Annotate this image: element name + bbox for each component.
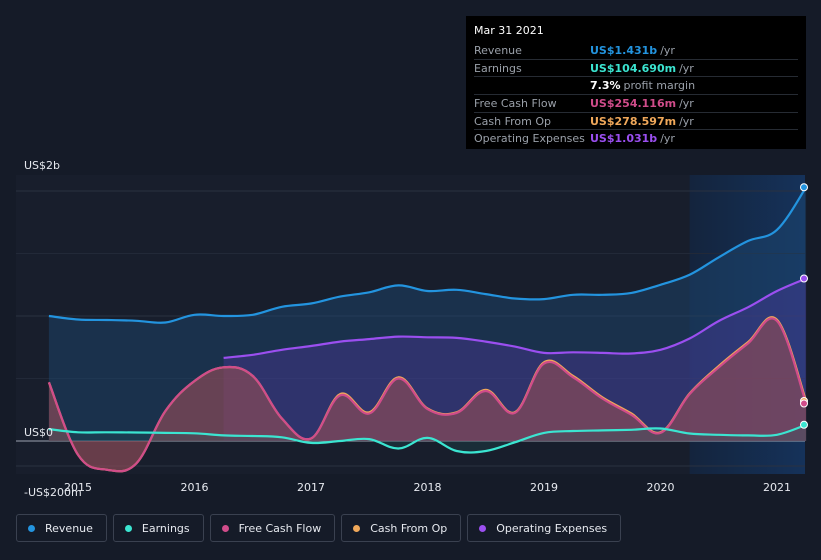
legend-item-cash-from-op[interactable]: Cash From Op: [341, 514, 462, 542]
legend-dot-icon: [124, 524, 132, 532]
operating-expenses-line: [223, 277, 807, 359]
free-cash-flow-area: [48, 318, 807, 472]
operating-expenses-area: [223, 278, 807, 441]
x-tick-label: 2019: [530, 481, 558, 494]
tooltip-value: US$254.116m: [590, 96, 677, 110]
revenue-area: [48, 187, 807, 441]
x-tick-label: 2017: [297, 481, 325, 494]
revenue-line: [48, 186, 808, 324]
tooltip: Mar 31 2021 Revenue US$1.431b/yr Earnings U…: [466, 16, 806, 149]
tooltip-unit: profit margin: [623, 79, 696, 93]
tooltip-label: Free Cash Flow: [474, 96, 557, 110]
tooltip-unit: /yr: [660, 132, 675, 146]
tooltip-label: Operating Expenses: [474, 132, 585, 146]
tooltip-label: Revenue: [474, 43, 522, 57]
legend-label: Cash From Op: [370, 521, 448, 535]
cash-from-op-area: [48, 317, 807, 472]
operating-expenses-point: [800, 274, 808, 283]
legend-dot-icon: [221, 524, 229, 532]
tooltip-unit: /yr: [679, 61, 694, 75]
legend-label: Revenue: [45, 521, 93, 535]
legend-item-revenue[interactable]: Revenue: [16, 514, 107, 542]
tooltip-unit: /yr: [679, 96, 694, 110]
legend-label: Free Cash Flow: [238, 521, 322, 535]
legend-item-operating-expenses[interactable]: Operating Expenses: [467, 514, 622, 542]
legend-label: Operating Expenses: [496, 521, 608, 535]
legend-item-free-cash-flow[interactable]: Free Cash Flow: [209, 514, 336, 542]
tooltip-rows: Revenue US$1.431b/yr Earnings US$104.690m/y…: [474, 42, 798, 147]
tooltip-label: Cash From Op: [474, 114, 552, 128]
tooltip-value: US$1.431b: [590, 43, 658, 57]
plot-background: [16, 175, 805, 474]
legend-dot-icon: [353, 524, 361, 532]
tooltip-unit: /yr: [679, 114, 694, 128]
tooltip-row: 7.3% profit margin: [474, 76, 798, 94]
x-tick-label: 2016: [181, 481, 209, 494]
legend-item-earnings[interactable]: Earnings: [112, 514, 204, 542]
highlight-region: [689, 175, 805, 474]
earnings-point: [800, 420, 808, 429]
x-tick-label: 2021: [763, 481, 791, 494]
tooltip-value: 7.3%: [590, 79, 621, 93]
tooltip-date: Mar 31 2021: [474, 24, 544, 37]
legend-dot-icon: [479, 524, 487, 532]
free-cash-flow-line: [47, 317, 808, 473]
tooltip-row: Revenue US$1.431b/yr: [474, 42, 798, 59]
revenue-point: [800, 183, 808, 192]
earnings-line: [48, 423, 807, 454]
tooltip-value: US$278.597m: [590, 114, 677, 128]
tooltip-row: Cash From Op US$278.597m/yr: [474, 111, 798, 130]
y-tick-label: US$2b: [24, 159, 60, 172]
tooltip-label: Earnings: [474, 61, 522, 75]
tooltip-row: Earnings US$104.690m/yr: [474, 58, 798, 77]
legend-label: Earnings: [141, 521, 190, 535]
tooltip-row: Free Cash Flow US$254.116m/yr: [474, 94, 798, 112]
tooltip-value: US$1.031b: [590, 132, 658, 146]
x-tick-label: 2015: [64, 481, 92, 494]
legend-dot-icon: [28, 524, 35, 532]
tooltip-value: US$104.690m: [590, 61, 677, 75]
tooltip-unit: /yr: [660, 43, 675, 57]
free-cash-flow-point: [800, 399, 808, 408]
legend: Revenue Earnings Free Cash Flow Cash From O…: [16, 514, 627, 542]
x-tick-label: 2018: [414, 481, 442, 494]
tooltip-row: Operating Expenses US$1.031b/yr: [474, 129, 798, 147]
y-tick-label: -US$200m: [24, 486, 82, 499]
y-tick-label: US$0: [24, 426, 53, 439]
x-tick-label: 2020: [647, 481, 675, 494]
